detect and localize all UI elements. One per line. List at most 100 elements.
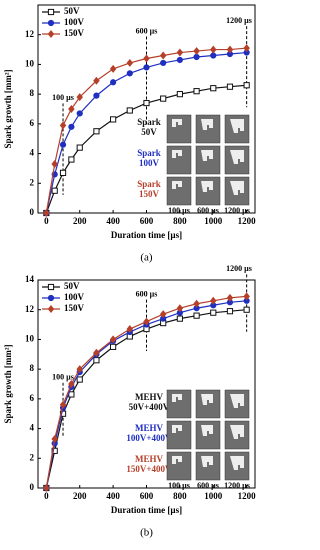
x-tick-label: 1200 [238,216,257,226]
marker [143,99,150,107]
inset-spark [230,119,244,133]
inset-spark [172,394,182,402]
marker [243,44,250,53]
inset-spark [201,456,213,467]
marker [47,30,55,38]
inset-spark [230,394,244,408]
marker [210,296,217,305]
inset-col-label: 1200 µs [224,206,250,215]
marker [47,8,55,16]
marker [226,293,234,302]
annotation-label: 600 µs [136,289,158,298]
inset-row-label: MEHV [135,454,163,464]
inset-col-label: 600 µs [197,206,219,215]
inset-col-label: 100 µs [168,206,190,215]
marker [76,365,83,374]
marker [43,484,50,492]
marker [68,105,75,113]
y-tick-label: 14 [25,274,35,284]
x-tick-label: 800 [173,491,187,501]
inset-row-label: 50V+400V [129,402,170,412]
inset-spark [172,456,182,464]
marker [193,312,200,319]
inset-image [166,145,192,175]
inset-row-label: Spark [137,148,161,158]
marker [176,91,183,98]
marker [110,343,117,350]
marker [43,209,50,217]
marker [109,64,117,73]
inset-row-label: Spark [137,179,161,189]
y-tick-label: 12 [25,29,35,39]
inset-spark [230,456,244,470]
inset-spark [201,181,213,192]
x-tick-label: 600 [140,216,154,226]
marker [143,64,150,71]
y-axis-label: Spark growth [mm²] [3,344,13,423]
x-tick-label: 200 [73,491,87,501]
marker [76,93,83,102]
inset-spark [201,119,213,130]
legend-label: 100V [64,17,85,27]
inset-spark [201,394,213,405]
marker [176,304,184,313]
y-tick-label: 12 [25,304,35,314]
marker [143,54,150,63]
legend-label: 100V [64,292,85,302]
marker [59,400,67,409]
inset-spark [201,150,213,161]
marker [47,305,55,313]
marker [76,376,83,383]
inset-col-label: 600 µs [197,481,219,490]
marker [68,123,75,130]
marker [59,169,67,176]
marker [210,309,217,316]
annotation-label: 100 µs [52,373,74,382]
marker [159,51,167,60]
marker [243,292,250,301]
inset-spark [230,425,244,439]
x-tick-label: 400 [106,216,120,226]
inset-row-label: Spark [137,117,161,127]
marker [93,76,100,85]
marker [93,348,100,357]
y-tick-label: 4 [30,148,35,158]
marker [243,306,250,313]
legend-label: 50V [64,6,80,16]
y-tick-label: 0 [30,207,35,217]
marker [51,159,58,168]
y-axis-label: Spark growth [mm²] [3,69,13,148]
marker [160,95,167,102]
marker [68,380,75,388]
marker [93,128,100,135]
inset-row-label: 50V [141,127,157,137]
marker [143,317,150,326]
marker [51,434,58,443]
marker [193,47,200,56]
inset-spark [201,425,213,436]
inset-image [195,114,221,144]
caption: (a) [140,252,153,264]
y-tick-label: 4 [30,423,35,433]
y-tick-label: 8 [30,88,35,98]
inset-row-label: MEHV [135,392,163,402]
inset-spark [172,119,182,127]
inset-spark [172,150,182,158]
marker [59,141,67,148]
x-tick-label: 600 [140,491,154,501]
annotation-label: 1200 µs [226,16,252,25]
x-tick-label: 0 [44,216,49,226]
annotation-label: 1200 µs [226,264,252,273]
marker [47,19,55,27]
x-tick-label: 1000 [204,216,223,226]
y-tick-label: 6 [30,118,35,128]
legend-label: 50V [64,281,80,291]
marker [176,48,184,57]
marker [159,310,167,319]
caption: (b) [140,527,153,539]
inset-spark [230,150,244,164]
marker [59,121,67,130]
marker [160,59,167,67]
inset-col-label: 1200 µs [224,481,250,490]
y-tick-label: 8 [30,363,35,373]
